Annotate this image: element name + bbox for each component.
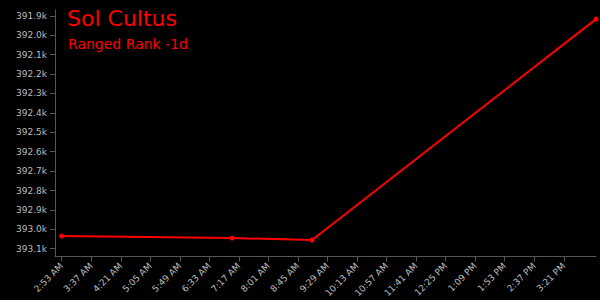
svg-text:12:25 PM: 12:25 PM [412,261,449,298]
svg-text:393.0k: 393.0k [16,224,48,234]
svg-text:392.4k: 392.4k [16,108,48,118]
svg-text:5:05 AM: 5:05 AM [121,261,154,294]
svg-text:10:13 AM: 10:13 AM [323,261,361,299]
svg-text:1:09 PM: 1:09 PM [446,261,479,294]
svg-text:4:21 AM: 4:21 AM [91,261,124,294]
svg-text:392.3k: 392.3k [16,88,48,98]
svg-text:392.6k: 392.6k [16,147,48,157]
svg-text:391.9k: 391.9k [16,11,48,21]
svg-text:392.2k: 392.2k [16,69,48,79]
svg-text:392.0k: 392.0k [16,30,48,40]
svg-text:6:33 AM: 6:33 AM [180,261,213,294]
svg-text:1:53 PM: 1:53 PM [476,261,509,294]
svg-text:3:21 PM: 3:21 PM [535,261,568,294]
svg-text:392.8k: 392.8k [16,186,48,196]
svg-text:8:01 AM: 8:01 AM [239,261,272,294]
svg-text:Sol Cultus: Sol Cultus [67,6,177,31]
svg-text:10:57 AM: 10:57 AM [352,261,391,299]
svg-text:7:17 AM: 7:17 AM [209,261,242,294]
svg-text:392.5k: 392.5k [16,127,48,137]
svg-text:2:53 AM: 2:53 AM [32,261,65,294]
svg-text:9:29 AM: 9:29 AM [297,261,331,295]
svg-text:393.1k: 393.1k [16,244,48,254]
svg-text:392.9k: 392.9k [16,205,48,215]
svg-text:392.7k: 392.7k [16,166,48,176]
svg-text:5:49 AM: 5:49 AM [150,261,183,294]
svg-text:2:37 PM: 2:37 PM [505,261,538,294]
svg-text:Ranged Rank -1d: Ranged Rank -1d [68,36,188,52]
svg-text:392.1k: 392.1k [16,50,48,60]
svg-text:8:45 AM: 8:45 AM [268,261,301,294]
svg-text:3:37 AM: 3:37 AM [62,261,95,294]
svg-text:11:41 AM: 11:41 AM [382,261,420,299]
